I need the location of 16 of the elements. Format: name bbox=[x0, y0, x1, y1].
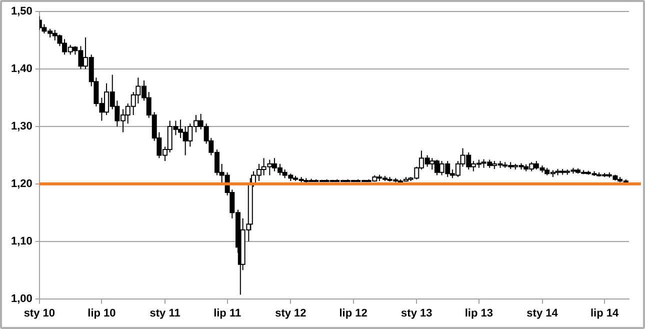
x-tick-label: lip 11 bbox=[214, 307, 242, 320]
x-tick-label: sty 12 bbox=[275, 307, 306, 320]
x-tick-label: lip 12 bbox=[339, 307, 368, 320]
x-tick-label: lip 10 bbox=[88, 307, 116, 320]
y-tick-label: 1,40 bbox=[10, 63, 32, 76]
x-tick-label: sty 10 bbox=[24, 307, 56, 320]
x-tick-label: sty 13 bbox=[401, 307, 432, 320]
y-tick-label: 1,20 bbox=[10, 178, 32, 190]
x-tick-label: lip 14 bbox=[590, 307, 620, 320]
x-tick-label: sty 11 bbox=[150, 307, 180, 320]
y-tick-label: 1,30 bbox=[10, 120, 32, 133]
x-tick-label: sty 14 bbox=[526, 307, 559, 320]
y-tick-label: 1,50 bbox=[10, 6, 32, 18]
y-tick-label: 1,00 bbox=[10, 292, 32, 305]
x-tick-label: lip 13 bbox=[464, 307, 493, 320]
y-tick-label: 1,10 bbox=[10, 235, 32, 248]
